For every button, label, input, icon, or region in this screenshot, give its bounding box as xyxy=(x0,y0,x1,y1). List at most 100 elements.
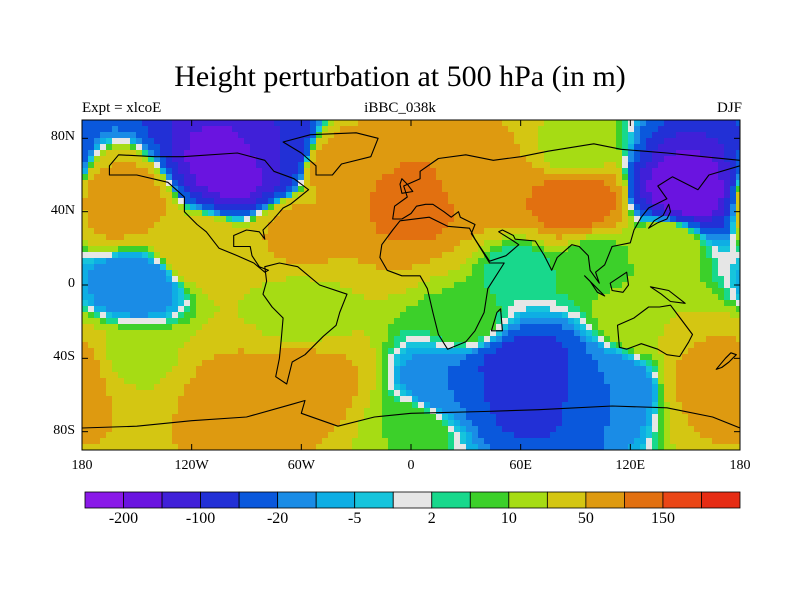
field-cell xyxy=(280,324,287,331)
field-cell xyxy=(424,258,431,265)
field-cell xyxy=(580,150,587,157)
field-cell xyxy=(706,342,713,349)
field-cell xyxy=(634,228,641,235)
field-cell xyxy=(250,174,257,181)
field-cell xyxy=(352,246,359,253)
field-cell xyxy=(136,336,143,343)
field-cell xyxy=(148,234,155,241)
field-cell xyxy=(256,288,263,295)
field-cell xyxy=(256,336,263,343)
field-cell xyxy=(574,192,581,199)
field-cell xyxy=(280,120,287,127)
field-cell xyxy=(364,312,371,319)
field-cell xyxy=(130,138,137,145)
field-cell xyxy=(550,354,557,361)
field-cell xyxy=(82,318,89,325)
field-cell xyxy=(622,222,629,229)
field-cell xyxy=(328,366,335,373)
field-cell xyxy=(640,156,647,163)
field-cell xyxy=(586,210,593,217)
field-cell xyxy=(406,132,413,139)
field-cell xyxy=(532,132,539,139)
field-cell xyxy=(316,168,323,175)
field-cell xyxy=(622,300,629,307)
field-cell xyxy=(196,276,203,283)
field-cell xyxy=(88,372,95,379)
field-cell xyxy=(718,342,725,349)
field-cell xyxy=(484,150,491,157)
field-cell xyxy=(580,252,587,259)
field-cell xyxy=(712,216,719,223)
field-cell xyxy=(550,216,557,223)
field-cell xyxy=(178,282,185,289)
field-cell xyxy=(220,342,227,349)
field-cell xyxy=(112,372,119,379)
field-cell xyxy=(568,360,575,367)
field-cell xyxy=(730,294,737,301)
field-cell xyxy=(424,144,431,151)
field-cell xyxy=(166,186,173,193)
field-cell xyxy=(106,330,113,337)
field-cell xyxy=(682,174,689,181)
field-cell xyxy=(556,324,563,331)
field-cell xyxy=(532,120,539,127)
field-cell xyxy=(244,174,251,181)
field-cell xyxy=(166,348,173,355)
field-cell xyxy=(718,228,725,235)
field-cell xyxy=(514,282,521,289)
field-cell xyxy=(352,390,359,397)
field-cell xyxy=(466,342,473,349)
field-cell xyxy=(262,126,269,133)
field-cell xyxy=(568,156,575,163)
field-cell xyxy=(484,318,491,325)
field-cell xyxy=(706,180,713,187)
field-cell xyxy=(700,186,707,193)
field-cell xyxy=(622,360,629,367)
field-cell xyxy=(376,150,383,157)
field-cell xyxy=(256,366,263,373)
field-cell xyxy=(196,252,203,259)
field-cell xyxy=(316,240,323,247)
field-cell xyxy=(460,174,467,181)
field-cell xyxy=(292,354,299,361)
field-cell xyxy=(130,354,137,361)
field-cell xyxy=(310,210,317,217)
field-cell xyxy=(406,354,413,361)
field-cell xyxy=(376,234,383,241)
field-cell xyxy=(460,282,467,289)
field-cell xyxy=(412,306,419,313)
field-cell xyxy=(718,144,725,151)
field-cell xyxy=(268,342,275,349)
field-cell xyxy=(394,222,401,229)
field-cell xyxy=(496,150,503,157)
field-cell xyxy=(112,150,119,157)
field-cell xyxy=(262,366,269,373)
field-cell xyxy=(196,366,203,373)
field-cell xyxy=(736,168,740,175)
field-cell xyxy=(358,300,365,307)
field-cell xyxy=(436,180,443,187)
field-cell xyxy=(628,186,635,193)
field-cell xyxy=(496,210,503,217)
field-cell xyxy=(178,234,185,241)
field-cell xyxy=(658,144,665,151)
field-cell xyxy=(610,336,617,343)
field-cell xyxy=(328,312,335,319)
field-cell xyxy=(394,174,401,181)
field-cell xyxy=(94,198,101,205)
field-cell xyxy=(226,120,233,127)
field-cell xyxy=(244,282,251,289)
field-cell xyxy=(646,276,653,283)
field-cell xyxy=(166,120,173,127)
field-cell xyxy=(178,306,185,313)
field-cell xyxy=(712,150,719,157)
field-cell xyxy=(190,246,197,253)
field-cell xyxy=(730,258,737,265)
field-cell xyxy=(652,276,659,283)
field-cell xyxy=(556,210,563,217)
field-cell xyxy=(598,354,605,361)
field-cell xyxy=(262,372,269,379)
field-cell xyxy=(448,348,455,355)
field-cell xyxy=(166,330,173,337)
field-cell xyxy=(370,174,377,181)
